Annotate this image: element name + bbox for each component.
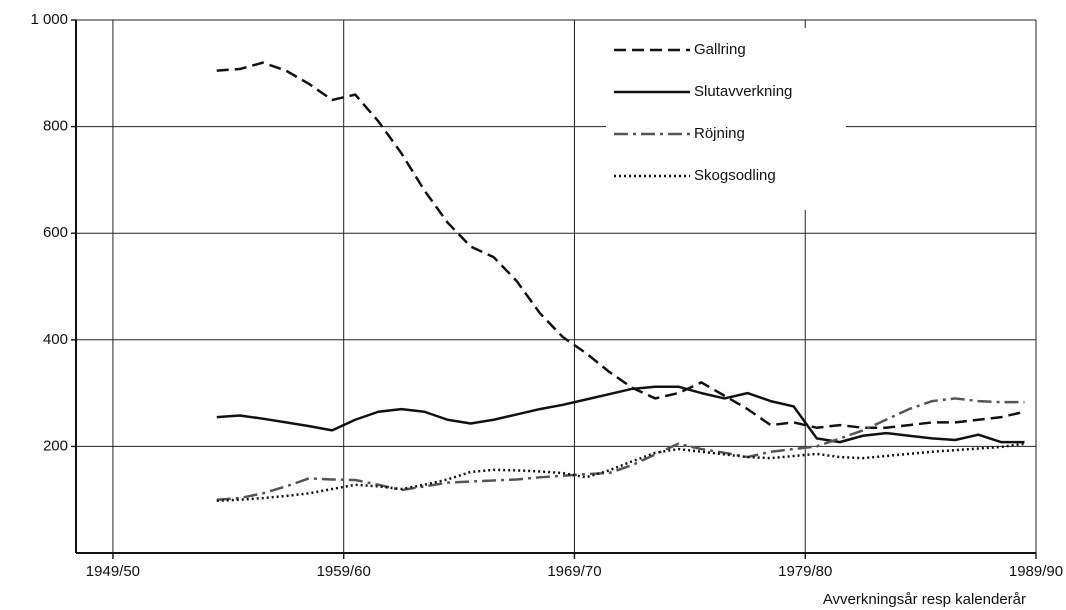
x-tick-label: 1949/50 [86,563,140,580]
x-tick-label: 1969/70 [547,563,601,580]
legend-label: Gallring [694,41,746,58]
legend-label: Skogsodling [694,167,776,184]
legend-label: Slutavverkning [694,83,792,100]
x-tick-label: 1989/90 [1009,563,1063,580]
legend-box [606,28,846,210]
y-tick-label: 400 [43,331,68,348]
legend-label: Röjning [694,125,745,142]
x-tick-label: 1959/60 [317,563,371,580]
data-line [216,442,1025,503]
data-line [216,61,1025,429]
data-line [216,385,1025,444]
y-tick-label: 200 [43,437,68,454]
x-tick-label: 1979/80 [778,563,832,580]
y-tick-label: 600 [43,224,68,241]
x-axis-label: Avverkningsår resp kalenderår [823,591,1026,608]
y-tick-label: 1 000 [30,11,68,28]
data-line [216,397,1025,501]
y-tick-label: 800 [43,118,68,135]
